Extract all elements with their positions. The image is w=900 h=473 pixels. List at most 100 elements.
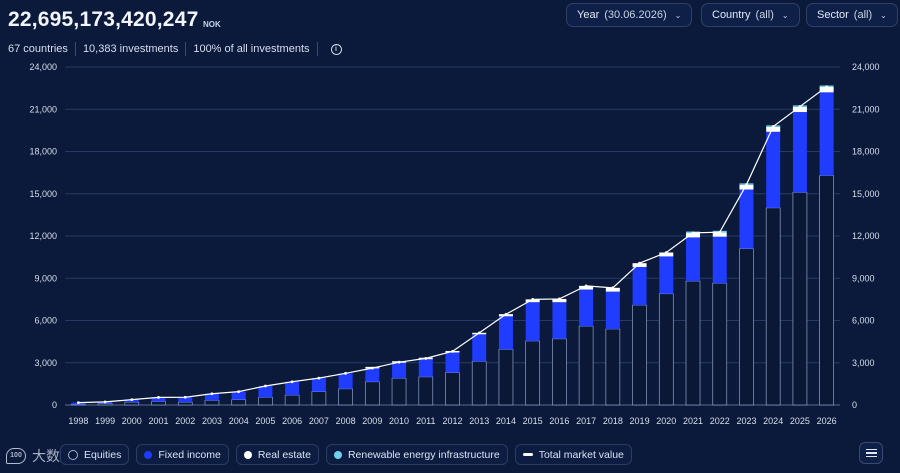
bar-fixed-income <box>418 359 433 377</box>
bar-real-estate <box>819 86 834 93</box>
year-filter-dropdown[interactable]: Year (30.06.2026) ⌄ <box>566 3 693 27</box>
y-tick-label-left: 18,000 <box>29 147 57 157</box>
bar-fixed-income <box>151 397 166 402</box>
y-tick-label-left: 15,000 <box>29 189 57 199</box>
legend-label: Real estate <box>257 448 311 461</box>
legend-renewable-energy[interactable]: Renewable energy infrastructure <box>325 444 508 465</box>
bar-equities <box>605 328 621 406</box>
chart-legend: Equities Fixed income Real estate Renewa… <box>60 444 632 466</box>
x-tick-label: 2020 <box>656 416 676 426</box>
bar-equities <box>792 191 808 406</box>
legend-total-market-value[interactable]: Total market value <box>514 444 632 465</box>
x-tick-label: 2008 <box>336 416 356 426</box>
x-tick-label: 2012 <box>442 416 462 426</box>
bar-fixed-income <box>258 385 273 398</box>
x-tick-label: 2011 <box>416 416 435 426</box>
total-market-value-point <box>611 286 615 290</box>
total-market-value-point <box>584 284 588 288</box>
currency-label: NOK <box>203 20 221 29</box>
legend-label: Equities <box>84 448 122 461</box>
country-filter-value: (all) <box>755 9 774 21</box>
x-tick-label: 2016 <box>549 416 569 426</box>
hamburger-menu-icon[interactable] <box>859 442 883 464</box>
bar-equities <box>739 248 754 406</box>
x-tick-label: 2006 <box>282 416 302 426</box>
bar-real-estate <box>525 299 540 303</box>
country-filter-dropdown[interactable]: Country (all) ⌄ <box>701 3 800 27</box>
bar-real-estate <box>792 106 807 113</box>
total-market-value-point <box>798 105 802 108</box>
bar-equities <box>151 401 166 406</box>
total-market-value-point <box>718 230 722 234</box>
x-tick-label: 1998 <box>68 416 88 426</box>
total-market-value-point <box>264 384 267 388</box>
y-tick-label-right: 24,000 <box>852 62 880 72</box>
legend-label: Total market value <box>538 448 624 461</box>
y-tick-label-right: 12,000 <box>852 231 880 241</box>
bar-fixed-income <box>338 373 353 389</box>
chevron-down-icon: ⌄ <box>674 10 682 20</box>
bar-equities <box>231 399 247 406</box>
real-estate-swatch-icon <box>243 450 252 459</box>
legend-fixed-income[interactable]: Fixed income <box>136 444 229 465</box>
bar-equities <box>97 403 113 406</box>
x-tick-label: 2004 <box>229 416 249 426</box>
x-tick-label: 2005 <box>255 416 275 426</box>
bar-equities <box>578 325 594 406</box>
bar-fixed-income <box>365 368 380 382</box>
total-market-value-point <box>183 395 187 399</box>
info-icon[interactable]: i <box>330 43 342 55</box>
total-market-value-point <box>477 331 481 335</box>
total-market-value-point <box>317 376 321 380</box>
investments-share: 100% of all investments <box>193 43 310 55</box>
x-tick-label: 2022 <box>710 416 730 426</box>
x-tick-label: 2015 <box>523 416 543 426</box>
total-market-value-point <box>504 312 508 316</box>
bar-equities <box>418 376 434 406</box>
y-tick-label-right: 18,000 <box>852 147 880 157</box>
legend-equities[interactable]: Equities <box>60 444 130 465</box>
bar-fixed-income <box>392 362 407 379</box>
sector-filter-dropdown[interactable]: Sector (all) ⌄ <box>806 3 898 27</box>
x-tick-label: 2026 <box>817 416 837 426</box>
total-market-value-point <box>370 366 374 370</box>
bar-real-estate <box>766 126 781 132</box>
total-market-value-point <box>531 297 535 301</box>
y-tick-label-right: 21,000 <box>852 104 880 114</box>
x-tick-label: 2017 <box>576 416 596 426</box>
bar-equities <box>471 360 487 406</box>
x-tick-label: 2018 <box>603 416 623 426</box>
total-market-value-point <box>344 371 348 375</box>
sector-filter-label: Sector <box>817 9 849 21</box>
bar-real-estate <box>605 287 620 292</box>
total-market-value: 22,695,173,420,247 <box>8 8 199 31</box>
bar-equities <box>552 338 567 406</box>
total-market-value-point <box>290 380 294 384</box>
total-market-value-point <box>557 297 561 301</box>
bar-fixed-income <box>632 266 647 306</box>
bar-real-estate <box>712 232 727 237</box>
year-filter-label: Year <box>577 9 600 21</box>
bar-equities <box>445 372 460 406</box>
bar-fixed-income <box>605 291 620 329</box>
bar-fixed-income <box>792 112 807 193</box>
country-filter-label: Country <box>712 9 751 21</box>
bar-real-estate <box>659 252 674 257</box>
legend-real-estate[interactable]: Real estate <box>235 444 319 465</box>
bar-equities <box>364 381 380 406</box>
x-tick-label: 2003 <box>202 416 222 426</box>
x-tick-label: 2010 <box>389 416 409 426</box>
bar-equities <box>632 304 647 406</box>
x-tick-label: 2001 <box>149 416 169 426</box>
total-market-value-point <box>76 401 80 405</box>
market-value-chart: 0 0 3,000 3,000 6,000 6,000 9,000 9,000 12,000 12… <box>0 58 900 433</box>
bar-fixed-income <box>659 256 674 294</box>
total-market-value-point <box>210 392 214 396</box>
y-tick-label-right: 0 <box>852 400 857 410</box>
bar-real-estate <box>632 263 647 267</box>
y-tick-label-left: 3,000 <box>34 358 57 368</box>
x-tick-label: 2002 <box>175 416 195 426</box>
total-market-value-point <box>157 395 160 399</box>
bar-real-estate <box>686 233 701 238</box>
bar-fixed-income <box>686 237 701 282</box>
